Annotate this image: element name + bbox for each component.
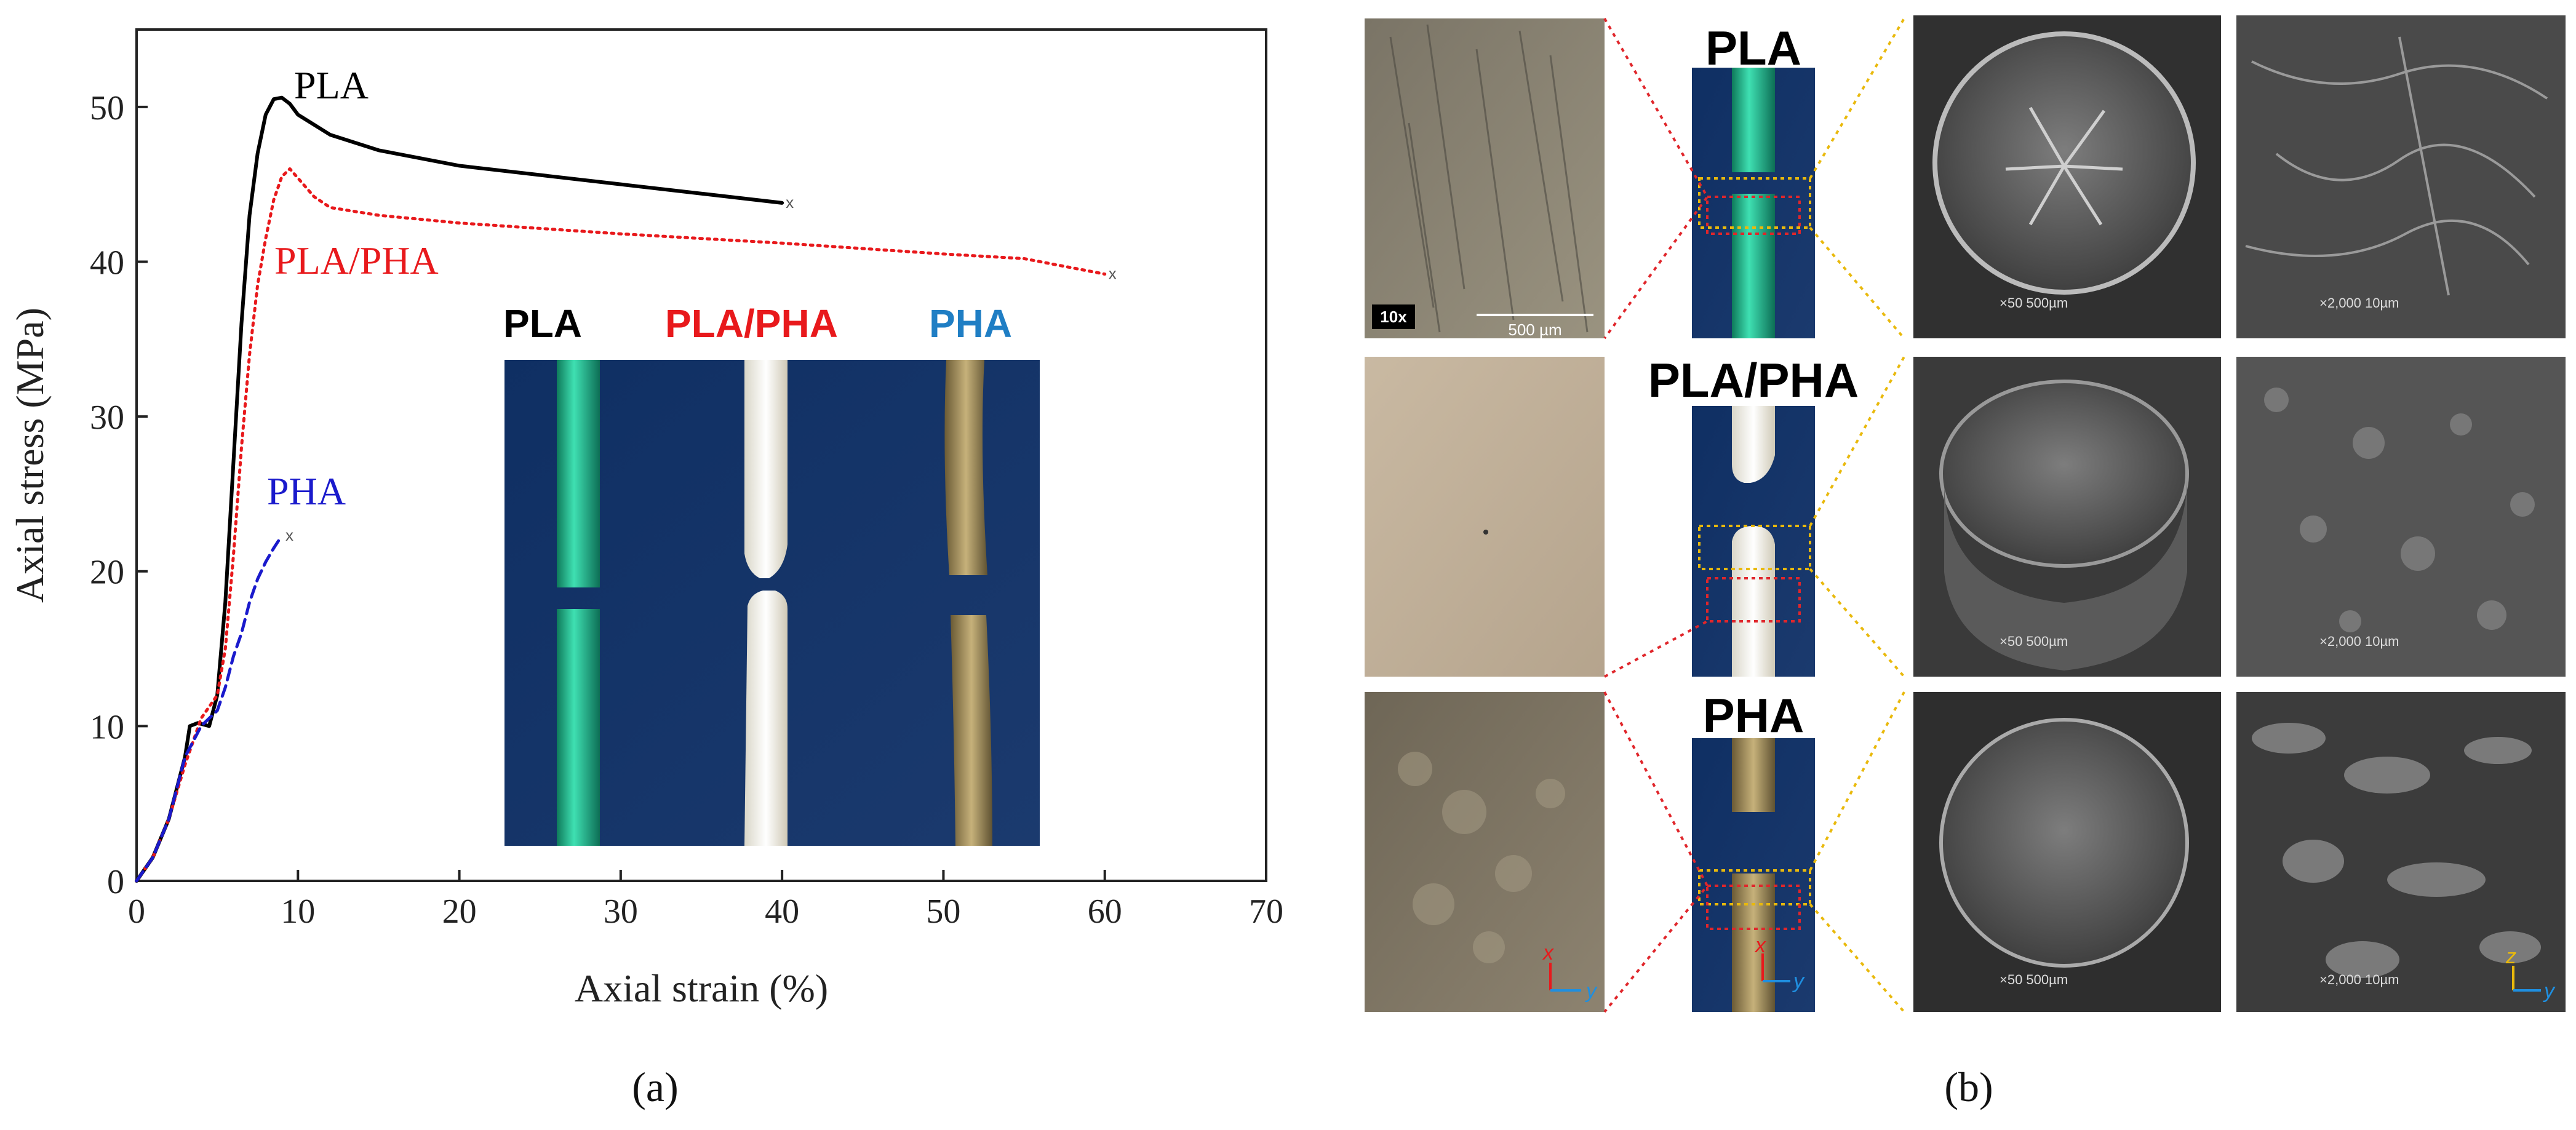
pha-texture	[1398, 752, 1565, 963]
y-tick-label: 50	[90, 89, 124, 127]
inset-title-pha: PHA	[929, 301, 1012, 346]
x-tick-label: 10	[281, 893, 315, 931]
pla-pha-neck	[1944, 480, 2187, 670]
pla-pha-filament-top	[744, 360, 788, 578]
series-end-marker: x	[786, 193, 794, 212]
sem-high-pla	[2236, 15, 2566, 338]
pla-segment-bottom	[1732, 194, 1775, 338]
x-tick-label: 30	[604, 893, 638, 931]
series-label-pha: PHA	[267, 469, 346, 513]
y-tick-label: 30	[90, 399, 124, 437]
sem-scale-pla-pha-high: ×2,000 10µm	[2319, 634, 2399, 649]
row-title-pla: PLA	[1705, 21, 1801, 75]
pla-radial-cracks	[2005, 106, 2123, 226]
x-tick-label: 60	[1088, 893, 1122, 931]
x-tick-label: 0	[128, 893, 145, 931]
plot-frame	[135, 28, 1267, 882]
x-tick-label: 20	[442, 893, 477, 931]
x-tick-label: 70	[1249, 893, 1283, 931]
pla-filament-bottom	[557, 609, 600, 846]
pla-cross-section	[1932, 31, 2196, 295]
pla-pha-filament-bottom	[744, 591, 788, 846]
sem-high-pla-pha	[2236, 357, 2566, 677]
pha-segment-top	[1732, 738, 1775, 812]
pla-pha-cross-section	[1939, 380, 2189, 568]
filament-y-label: y	[1792, 969, 1805, 993]
y-tick-label: 40	[90, 244, 124, 282]
magnification-badge	[1372, 304, 1415, 329]
series-line-pla	[135, 95, 784, 883]
inset-title-pla-pha: PLA/PHA	[665, 301, 838, 346]
series-label-pla-pha: PLA/PHA	[274, 239, 439, 282]
series-end-marker: x	[1109, 265, 1117, 283]
pla-pha-segment-bottom	[1732, 526, 1775, 677]
series-end-marker: x	[285, 526, 293, 544]
sem-z-label: z	[2505, 945, 2516, 968]
pla-fracture-lines	[2245, 36, 2548, 296]
row-title-pla-pha: PLA/PHA	[1648, 353, 1859, 407]
x-tick-label: 50	[926, 893, 960, 931]
connector-lines	[1603, 17, 1905, 1013]
yellow-box-pla-pha	[1698, 525, 1811, 570]
optical-image-pla	[1365, 18, 1605, 338]
pla-scratches	[1389, 24, 1589, 333]
x-tick-label: 40	[765, 893, 799, 931]
inset-photo: PLA PLA/PHA PHA	[503, 301, 1040, 846]
sem-y-label: y	[2543, 979, 2556, 1003]
defect-spot	[1483, 530, 1488, 535]
y-tick-label: 20	[90, 554, 124, 592]
yellow-box-pha	[1698, 869, 1811, 905]
optical-image-pha	[1365, 692, 1605, 1012]
y-axis-title: Axial stress (MPa)	[8, 308, 52, 603]
axis-ticks: 0 10 20 30 40 50 60 70 0 10 20 30 40 50	[90, 89, 1283, 931]
series-label-pla: PLA	[294, 63, 369, 107]
red-box-pla	[1706, 196, 1801, 235]
optical-x-label: x	[1542, 941, 1554, 965]
pla-pha-segment-top	[1732, 406, 1775, 483]
series-line-pla-pha	[135, 167, 1107, 883]
stress-strain-chart: 0 10 20 30 40 50 60 70 0 10 20 30 40 50 x x x Axial str…	[8, 28, 1283, 1110]
y-tick-label: 0	[107, 863, 124, 901]
pha-cross-section	[1939, 718, 2189, 968]
yellow-box-pla	[1698, 177, 1811, 229]
caption-a: (a)	[632, 1064, 678, 1110]
red-box-pla-pha	[1706, 577, 1801, 623]
pla-pha-particles	[2264, 388, 2535, 632]
sem-scale-pla-low: ×50 500µm	[2000, 295, 2068, 311]
optical-image-pla-pha	[1365, 357, 1605, 677]
pha-fibrils	[2252, 723, 2541, 978]
y-tick-label: 10	[90, 708, 124, 746]
sem-scale-pha-low: ×50 500µm	[2000, 972, 2068, 987]
pha-filament-bottom	[951, 615, 992, 846]
optical-scale-label: 500 µm	[1508, 320, 1561, 339]
x-axis-title: Axial strain (%)	[575, 966, 828, 1010]
series-line-pha	[135, 534, 284, 883]
sem-scale-pla-high: ×2,000 10µm	[2319, 295, 2399, 311]
micrograph-panel: 10x 500 µm x y PLA PLA/PHA PHA	[1365, 15, 2566, 1110]
inset-title-pla: PLA	[503, 301, 582, 346]
pla-filament-top	[557, 360, 600, 587]
sem-scale-pla-pha-low: ×50 500µm	[2000, 634, 2068, 649]
pla-segment-top	[1732, 68, 1775, 172]
data-series: x x x	[135, 95, 1117, 883]
optical-y-label: y	[1585, 979, 1598, 1003]
row-title-pha: PHA	[1703, 688, 1804, 742]
pha-filament-top	[944, 360, 987, 575]
sem-scale-pha-high: ×2,000 10µm	[2319, 972, 2399, 987]
magnification-label: 10x	[1380, 308, 1407, 326]
filament-x-label: x	[1754, 934, 1766, 957]
red-box-pha	[1706, 885, 1801, 930]
caption-b: (b)	[1944, 1064, 1993, 1110]
pha-segment-bottom	[1732, 873, 1775, 1012]
